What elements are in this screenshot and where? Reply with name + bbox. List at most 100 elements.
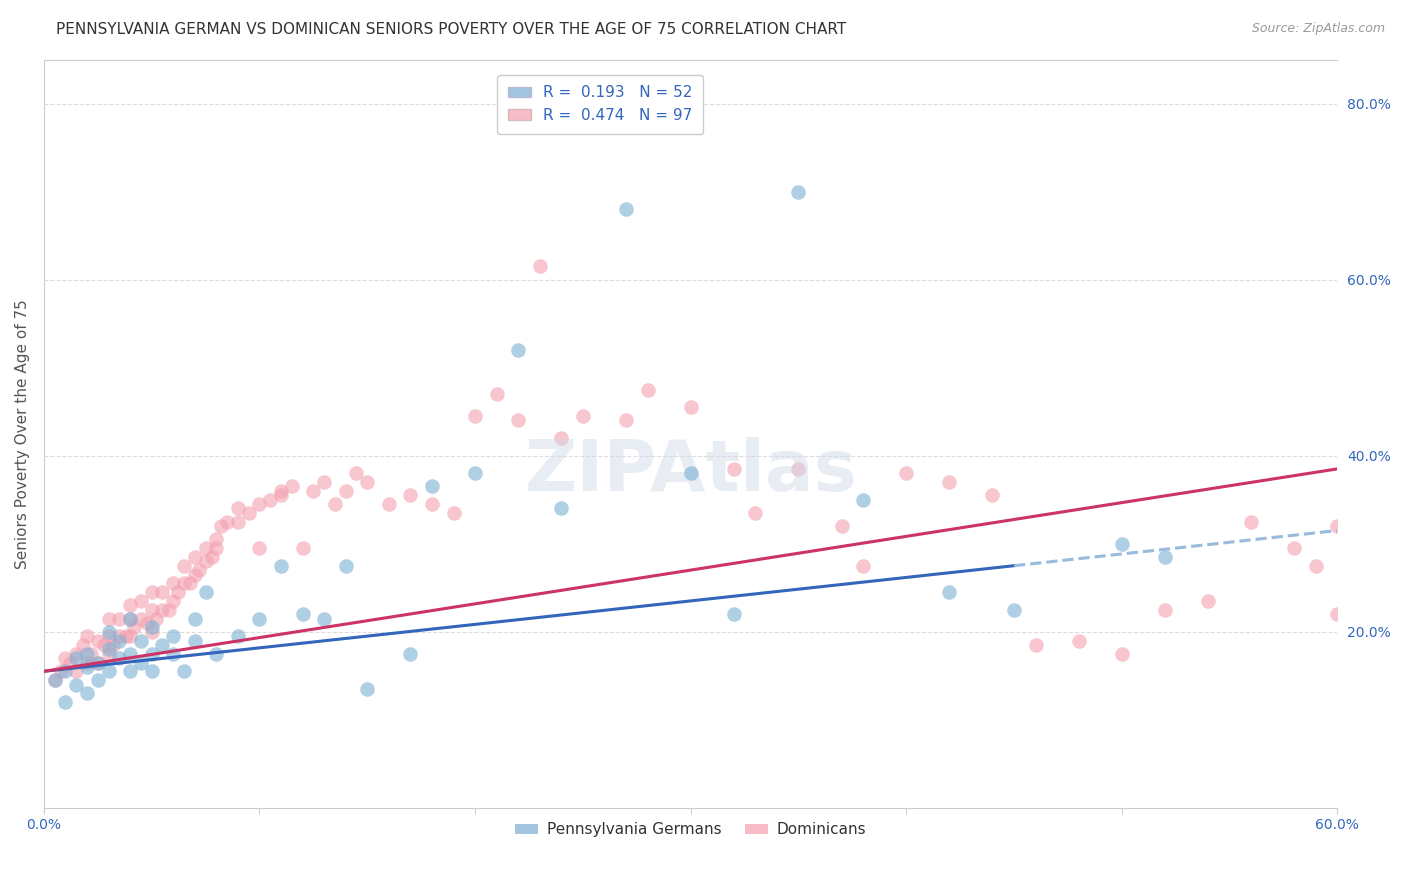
Point xyxy=(97,665,120,679)
Point xyxy=(485,387,508,401)
Point xyxy=(238,506,260,520)
Text: Source: ZipAtlas.com: Source: ZipAtlas.com xyxy=(1251,22,1385,36)
Point xyxy=(129,633,152,648)
Point xyxy=(87,656,110,670)
Point xyxy=(141,620,163,634)
Point xyxy=(97,624,120,639)
Point xyxy=(464,409,486,423)
Point xyxy=(270,488,292,502)
Point xyxy=(550,501,572,516)
Point xyxy=(93,638,115,652)
Point xyxy=(614,413,637,427)
Point xyxy=(226,515,249,529)
Point xyxy=(679,401,702,415)
Point xyxy=(87,656,110,670)
Point xyxy=(205,533,228,547)
Point xyxy=(723,462,745,476)
Point xyxy=(378,497,401,511)
Point xyxy=(508,413,530,427)
Point xyxy=(529,260,551,274)
Point xyxy=(291,541,314,555)
Point xyxy=(129,611,152,625)
Point xyxy=(124,620,146,634)
Y-axis label: Seniors Poverty Over the Age of 75: Seniors Poverty Over the Age of 75 xyxy=(15,299,30,568)
Point xyxy=(76,647,98,661)
Point xyxy=(399,488,422,502)
Point xyxy=(314,475,336,489)
Point xyxy=(184,633,207,648)
Point xyxy=(226,501,249,516)
Point xyxy=(744,506,766,520)
Point xyxy=(97,647,120,661)
Point xyxy=(59,656,82,670)
Point xyxy=(141,603,163,617)
Point xyxy=(65,647,87,661)
Point xyxy=(179,576,201,591)
Point xyxy=(108,651,131,665)
Point xyxy=(1067,633,1090,648)
Point xyxy=(194,585,217,599)
Legend: Pennsylvania Germans, Dominicans: Pennsylvania Germans, Dominicans xyxy=(508,814,875,845)
Point xyxy=(270,558,292,573)
Point xyxy=(550,431,572,445)
Point xyxy=(136,615,159,630)
Point xyxy=(194,554,217,568)
Point xyxy=(129,656,152,670)
Point xyxy=(270,483,292,498)
Point xyxy=(157,603,180,617)
Point xyxy=(614,202,637,217)
Point xyxy=(65,677,87,691)
Point xyxy=(205,647,228,661)
Point xyxy=(249,497,271,511)
Point xyxy=(1305,558,1327,573)
Point xyxy=(162,576,184,591)
Point xyxy=(572,409,595,423)
Point xyxy=(184,549,207,564)
Point xyxy=(87,633,110,648)
Point xyxy=(314,611,336,625)
Point xyxy=(1154,549,1177,564)
Point xyxy=(129,594,152,608)
Point xyxy=(420,497,443,511)
Point xyxy=(291,607,314,621)
Point xyxy=(108,633,131,648)
Point xyxy=(226,629,249,643)
Point xyxy=(97,611,120,625)
Point xyxy=(1326,519,1348,533)
Point xyxy=(65,651,87,665)
Point xyxy=(1025,638,1047,652)
Point xyxy=(162,594,184,608)
Point xyxy=(173,576,195,591)
Point xyxy=(209,519,232,533)
Point xyxy=(1002,603,1025,617)
Text: ZIPAtlas: ZIPAtlas xyxy=(524,436,858,506)
Point xyxy=(637,383,659,397)
Point xyxy=(302,483,325,498)
Point xyxy=(55,665,77,679)
Point xyxy=(249,541,271,555)
Point xyxy=(141,647,163,661)
Point xyxy=(120,611,142,625)
Point xyxy=(87,673,110,687)
Point xyxy=(1284,541,1306,555)
Point xyxy=(1240,515,1263,529)
Point xyxy=(184,611,207,625)
Point xyxy=(120,629,142,643)
Point xyxy=(162,647,184,661)
Point xyxy=(65,665,87,679)
Point xyxy=(852,492,875,507)
Point xyxy=(76,660,98,674)
Point xyxy=(323,497,346,511)
Point xyxy=(787,462,810,476)
Point xyxy=(120,665,142,679)
Point xyxy=(335,558,357,573)
Point xyxy=(55,695,77,709)
Point xyxy=(399,647,422,661)
Point xyxy=(97,629,120,643)
Point xyxy=(188,563,211,577)
Point xyxy=(141,624,163,639)
Point xyxy=(44,673,66,687)
Point xyxy=(184,567,207,582)
Point xyxy=(108,611,131,625)
Point xyxy=(120,611,142,625)
